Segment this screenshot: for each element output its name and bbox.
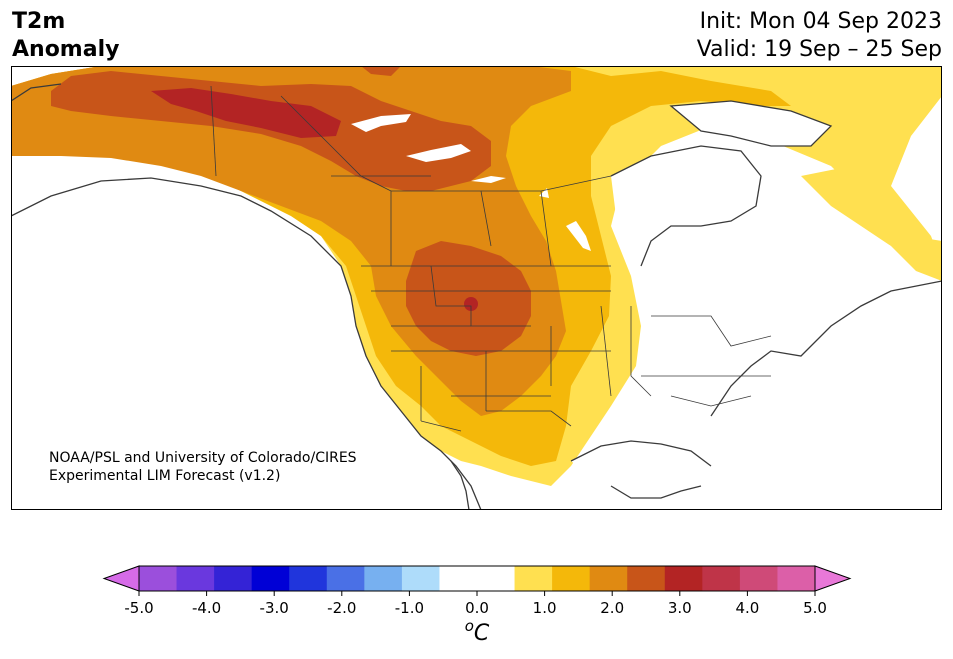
lake-winnipeg <box>566 221 591 251</box>
arctic-islands-water <box>671 101 831 146</box>
init-date: Init: Mon 04 Sep 2023 <box>699 9 942 34</box>
colorbar-segment <box>777 566 816 591</box>
lake-erie <box>711 309 739 320</box>
anomaly-region-20c <box>361 66 401 76</box>
variable-title-line2: Anomaly <box>12 37 120 62</box>
variable-title-line1: T2m <box>12 9 66 34</box>
credit-line1: NOAA/PSL and University of Colorado/CIRE… <box>49 450 357 466</box>
lake-huron <box>701 286 716 306</box>
lake-michigan <box>681 288 691 316</box>
colorbar-tick-label: 0.0 <box>465 599 489 617</box>
lake-athabasca <box>471 176 506 183</box>
colorbar-segment <box>214 566 253 591</box>
colorbar-tick-label: 5.0 <box>803 599 827 617</box>
valid-range: Valid: 19 Sep – 25 Sep <box>696 37 942 62</box>
colorbar-tick-label: 4.0 <box>735 599 759 617</box>
colorbar-segment <box>364 566 403 591</box>
anomaly-spot-25 <box>464 297 478 311</box>
anomaly-region-25 <box>151 88 341 138</box>
colorbar-segment <box>326 566 365 591</box>
colorbar-segment <box>664 566 703 591</box>
colorbar-unit-label: oC <box>465 617 490 646</box>
atlantic-ocean <box>711 281 942 510</box>
credit-text: NOAA/PSL and University of Colorado/CIRE… <box>49 449 357 485</box>
coastlines <box>11 83 942 510</box>
colorbar-tick-label: -5.0 <box>124 599 153 617</box>
map-border <box>11 66 942 510</box>
anomaly-region-05b <box>801 166 942 281</box>
colorbar-tick-label: 3.0 <box>668 599 692 617</box>
credit-line2: Experimental LIM Forecast (v1.2) <box>49 468 281 484</box>
colorbar-segment <box>552 566 591 591</box>
colorbar-segment <box>627 566 666 591</box>
colorbar-segment <box>702 566 741 591</box>
colorbar-tick-label: -3.0 <box>260 599 289 617</box>
colorbar-extend-low <box>102 565 140 592</box>
colorbar-tick-label: -4.0 <box>192 599 221 617</box>
colorbar-segment <box>176 566 215 591</box>
anomaly-region-20 <box>51 71 491 191</box>
lake-superior <box>661 276 701 286</box>
colorbar-tick-label: -1.0 <box>395 599 424 617</box>
date-title: Init: Mon 04 Sep 2023 Valid: 19 Sep – 25… <box>697 8 942 64</box>
gulf-of-mexico <box>571 441 711 498</box>
colorbar-segment <box>514 566 553 591</box>
colorbar-segment <box>739 566 778 591</box>
colorbar-segment <box>589 566 628 591</box>
state-province-borders <box>210 85 772 432</box>
colorbar-segment <box>401 566 440 591</box>
hudson-bay <box>611 146 761 266</box>
colorbar-extend-high <box>814 565 852 592</box>
colorbar: -5.0 -4.0 -3.0 -2.0 -1.0 0.0 1.0 2.0 3.0 4.0 5.0 oC <box>0 560 953 659</box>
map-svg <box>11 66 942 510</box>
variable-title: T2m Anomaly <box>12 8 119 64</box>
pacific-ocean <box>11 178 461 510</box>
colorbar-tick-label: -2.0 <box>327 599 356 617</box>
colorbar-segment <box>439 566 478 591</box>
colorbar-segment <box>139 566 178 591</box>
anomaly-map[interactable] <box>11 66 942 510</box>
great-bear-lake <box>406 144 471 162</box>
colorbar-svg: -5.0 -4.0 -3.0 -2.0 -1.0 0.0 1.0 2.0 3.0 4.0 5.0 oC <box>102 565 852 646</box>
colorbar-tick-label: 1.0 <box>533 599 557 617</box>
colorbar-tick-label: 2.0 <box>600 599 624 617</box>
colorbar-segment <box>477 566 516 591</box>
colorbar-segment <box>251 566 290 591</box>
great-slave-lake <box>351 114 411 132</box>
colorbar-segment <box>289 566 328 591</box>
